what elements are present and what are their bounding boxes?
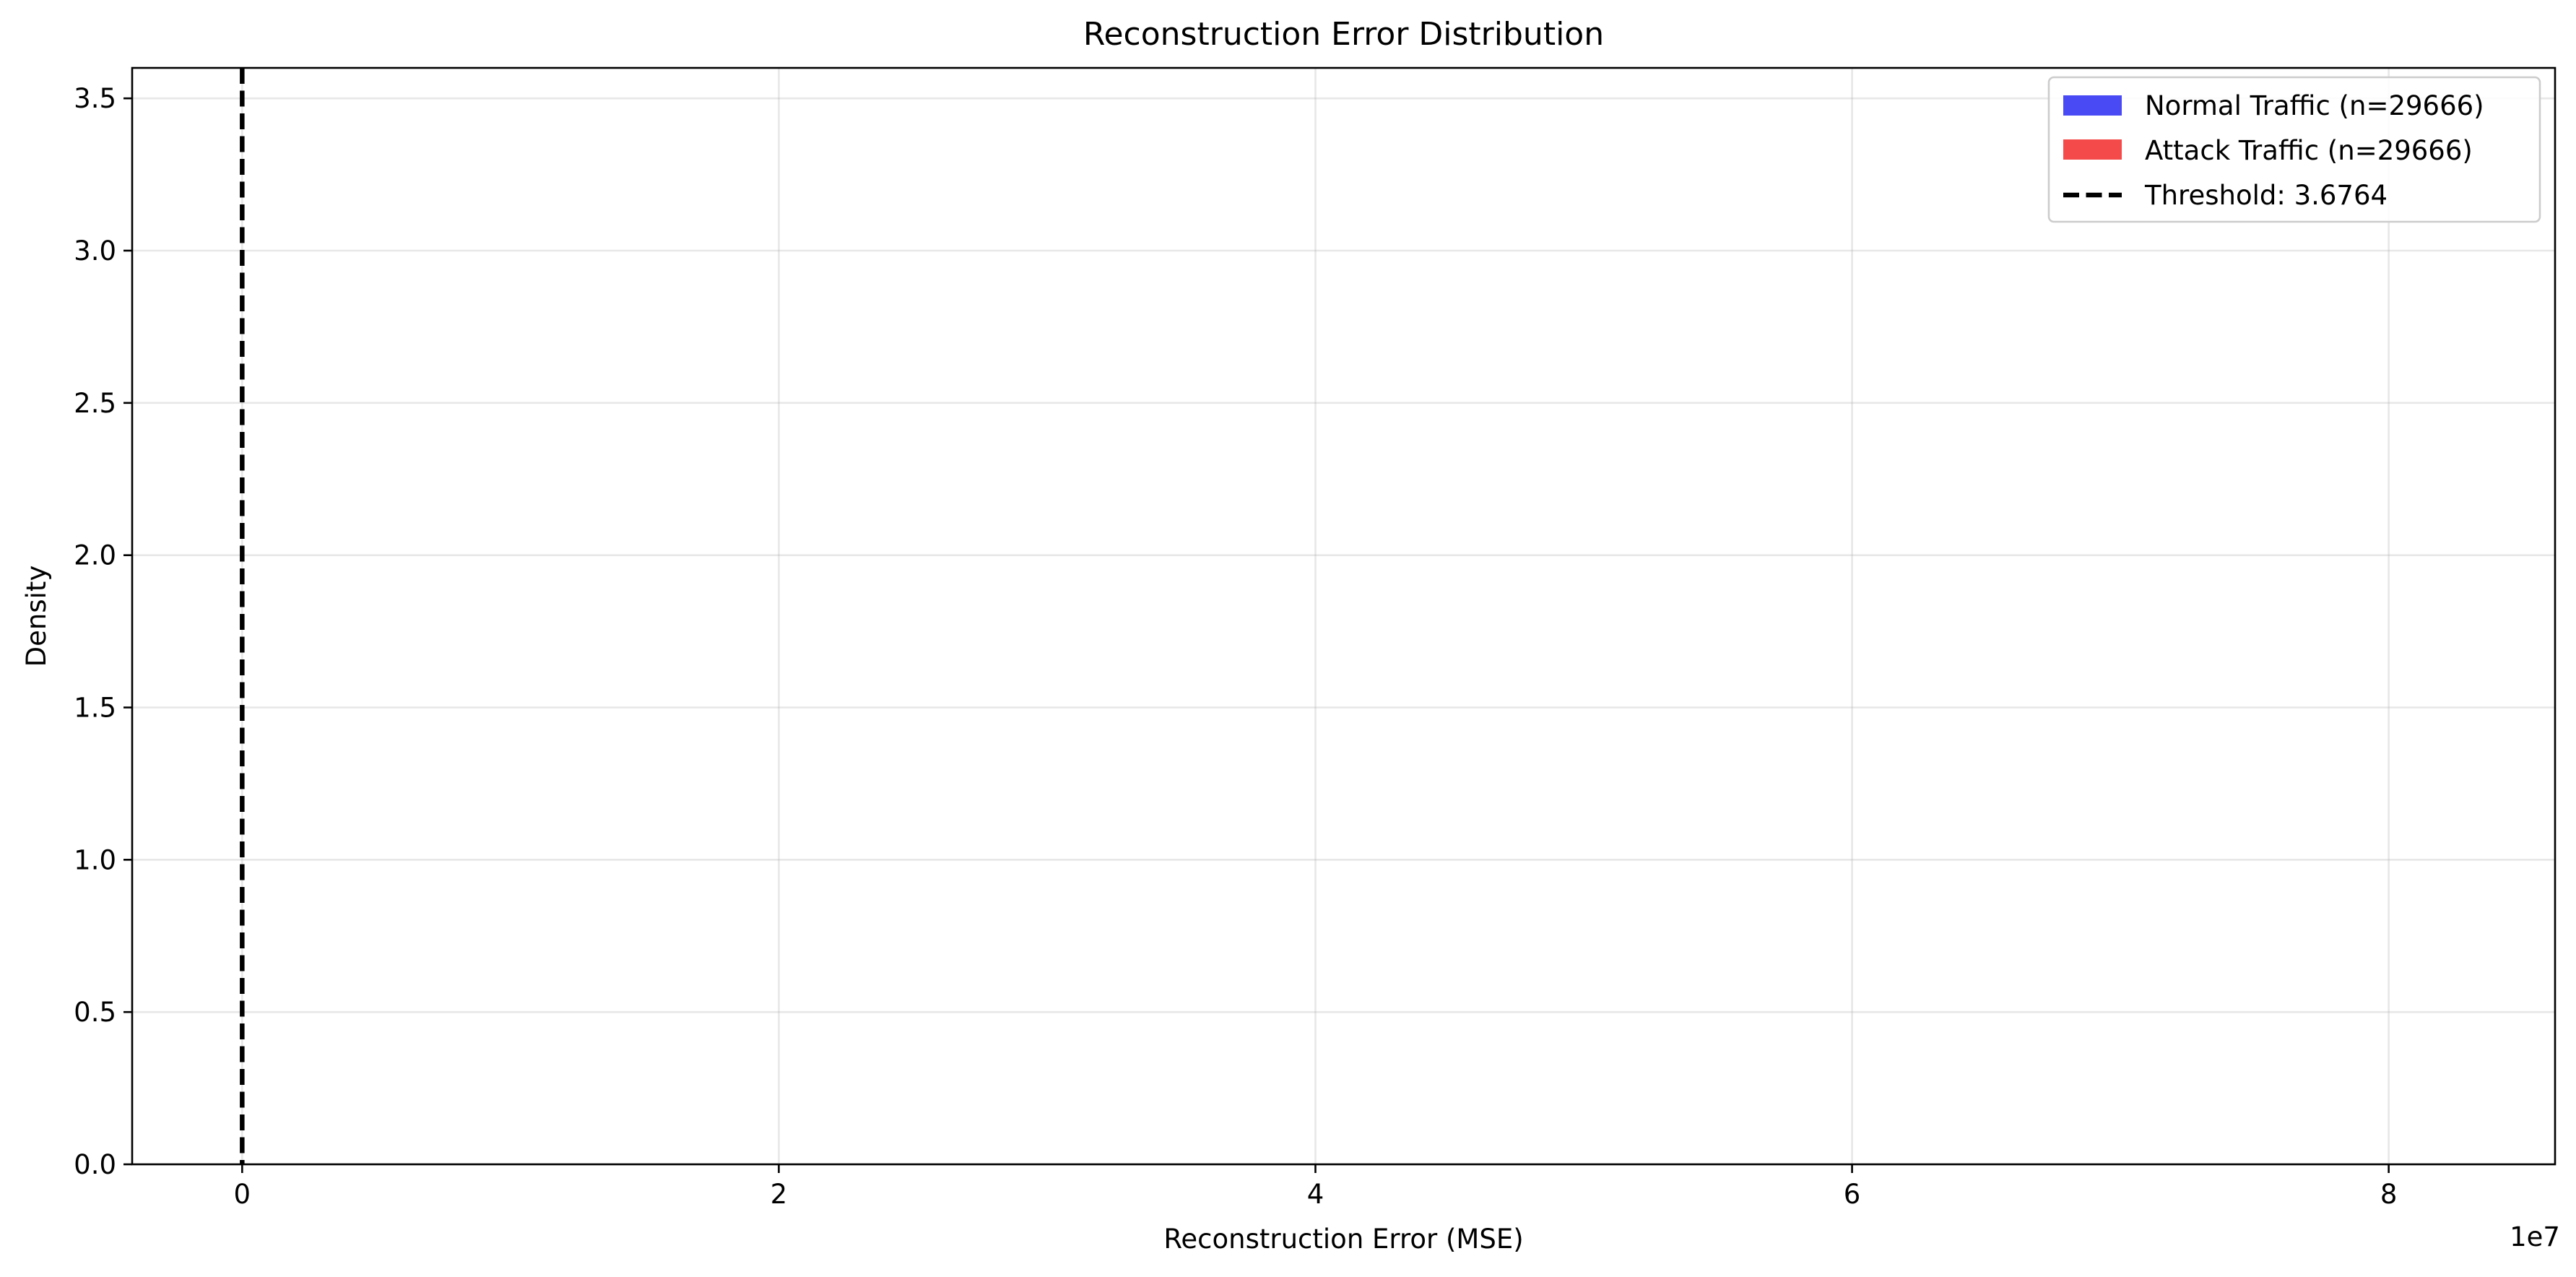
legend-label-threshold: Threshold: 3.6764: [2144, 180, 2388, 211]
y-tick-label: 0.5: [74, 997, 116, 1028]
y-tick-label: 3.5: [74, 83, 116, 114]
y-tick-label: 2.5: [74, 388, 116, 419]
legend-label-attack: Attack Traffic (n=29666): [2145, 135, 2473, 166]
y-tick-label: 0.0: [74, 1149, 116, 1180]
chart-title: Reconstruction Error Distribution: [1083, 16, 1604, 53]
x-tick-label: 2: [771, 1179, 788, 1210]
legend-label-normal: Normal Traffic (n=29666): [2145, 90, 2484, 121]
x-tick-label: 0: [234, 1179, 251, 1210]
y-tick-label: 1.0: [74, 844, 116, 875]
legend-swatch-normal: [2063, 95, 2122, 116]
axis-ticks: 0.0 0.5 1.0 1.5 2.0 2.5 3.0 3.5 0 2 4 6 8: [74, 83, 2397, 1210]
x-tick-label: 8: [2380, 1179, 2398, 1210]
x-tick-label: 4: [1307, 1179, 1324, 1210]
y-tick-label: 2.0: [74, 540, 116, 571]
plot-frame: [131, 66, 2557, 1166]
x-axis-scale-label: 1e7: [2510, 1221, 2560, 1252]
legend-swatch-attack: [2063, 139, 2122, 160]
legend: Normal Traffic (n=29666) Attack Traffic …: [2047, 76, 2541, 223]
legend-box: [2047, 76, 2541, 223]
x-tick-label: 6: [1844, 1179, 1861, 1210]
x-axis-label: Reconstruction Error (MSE): [1163, 1224, 1523, 1255]
y-tick-label: 3.0: [74, 235, 116, 267]
y-tick-label: 1.5: [74, 693, 116, 724]
y-axis-label: Density: [21, 566, 52, 667]
